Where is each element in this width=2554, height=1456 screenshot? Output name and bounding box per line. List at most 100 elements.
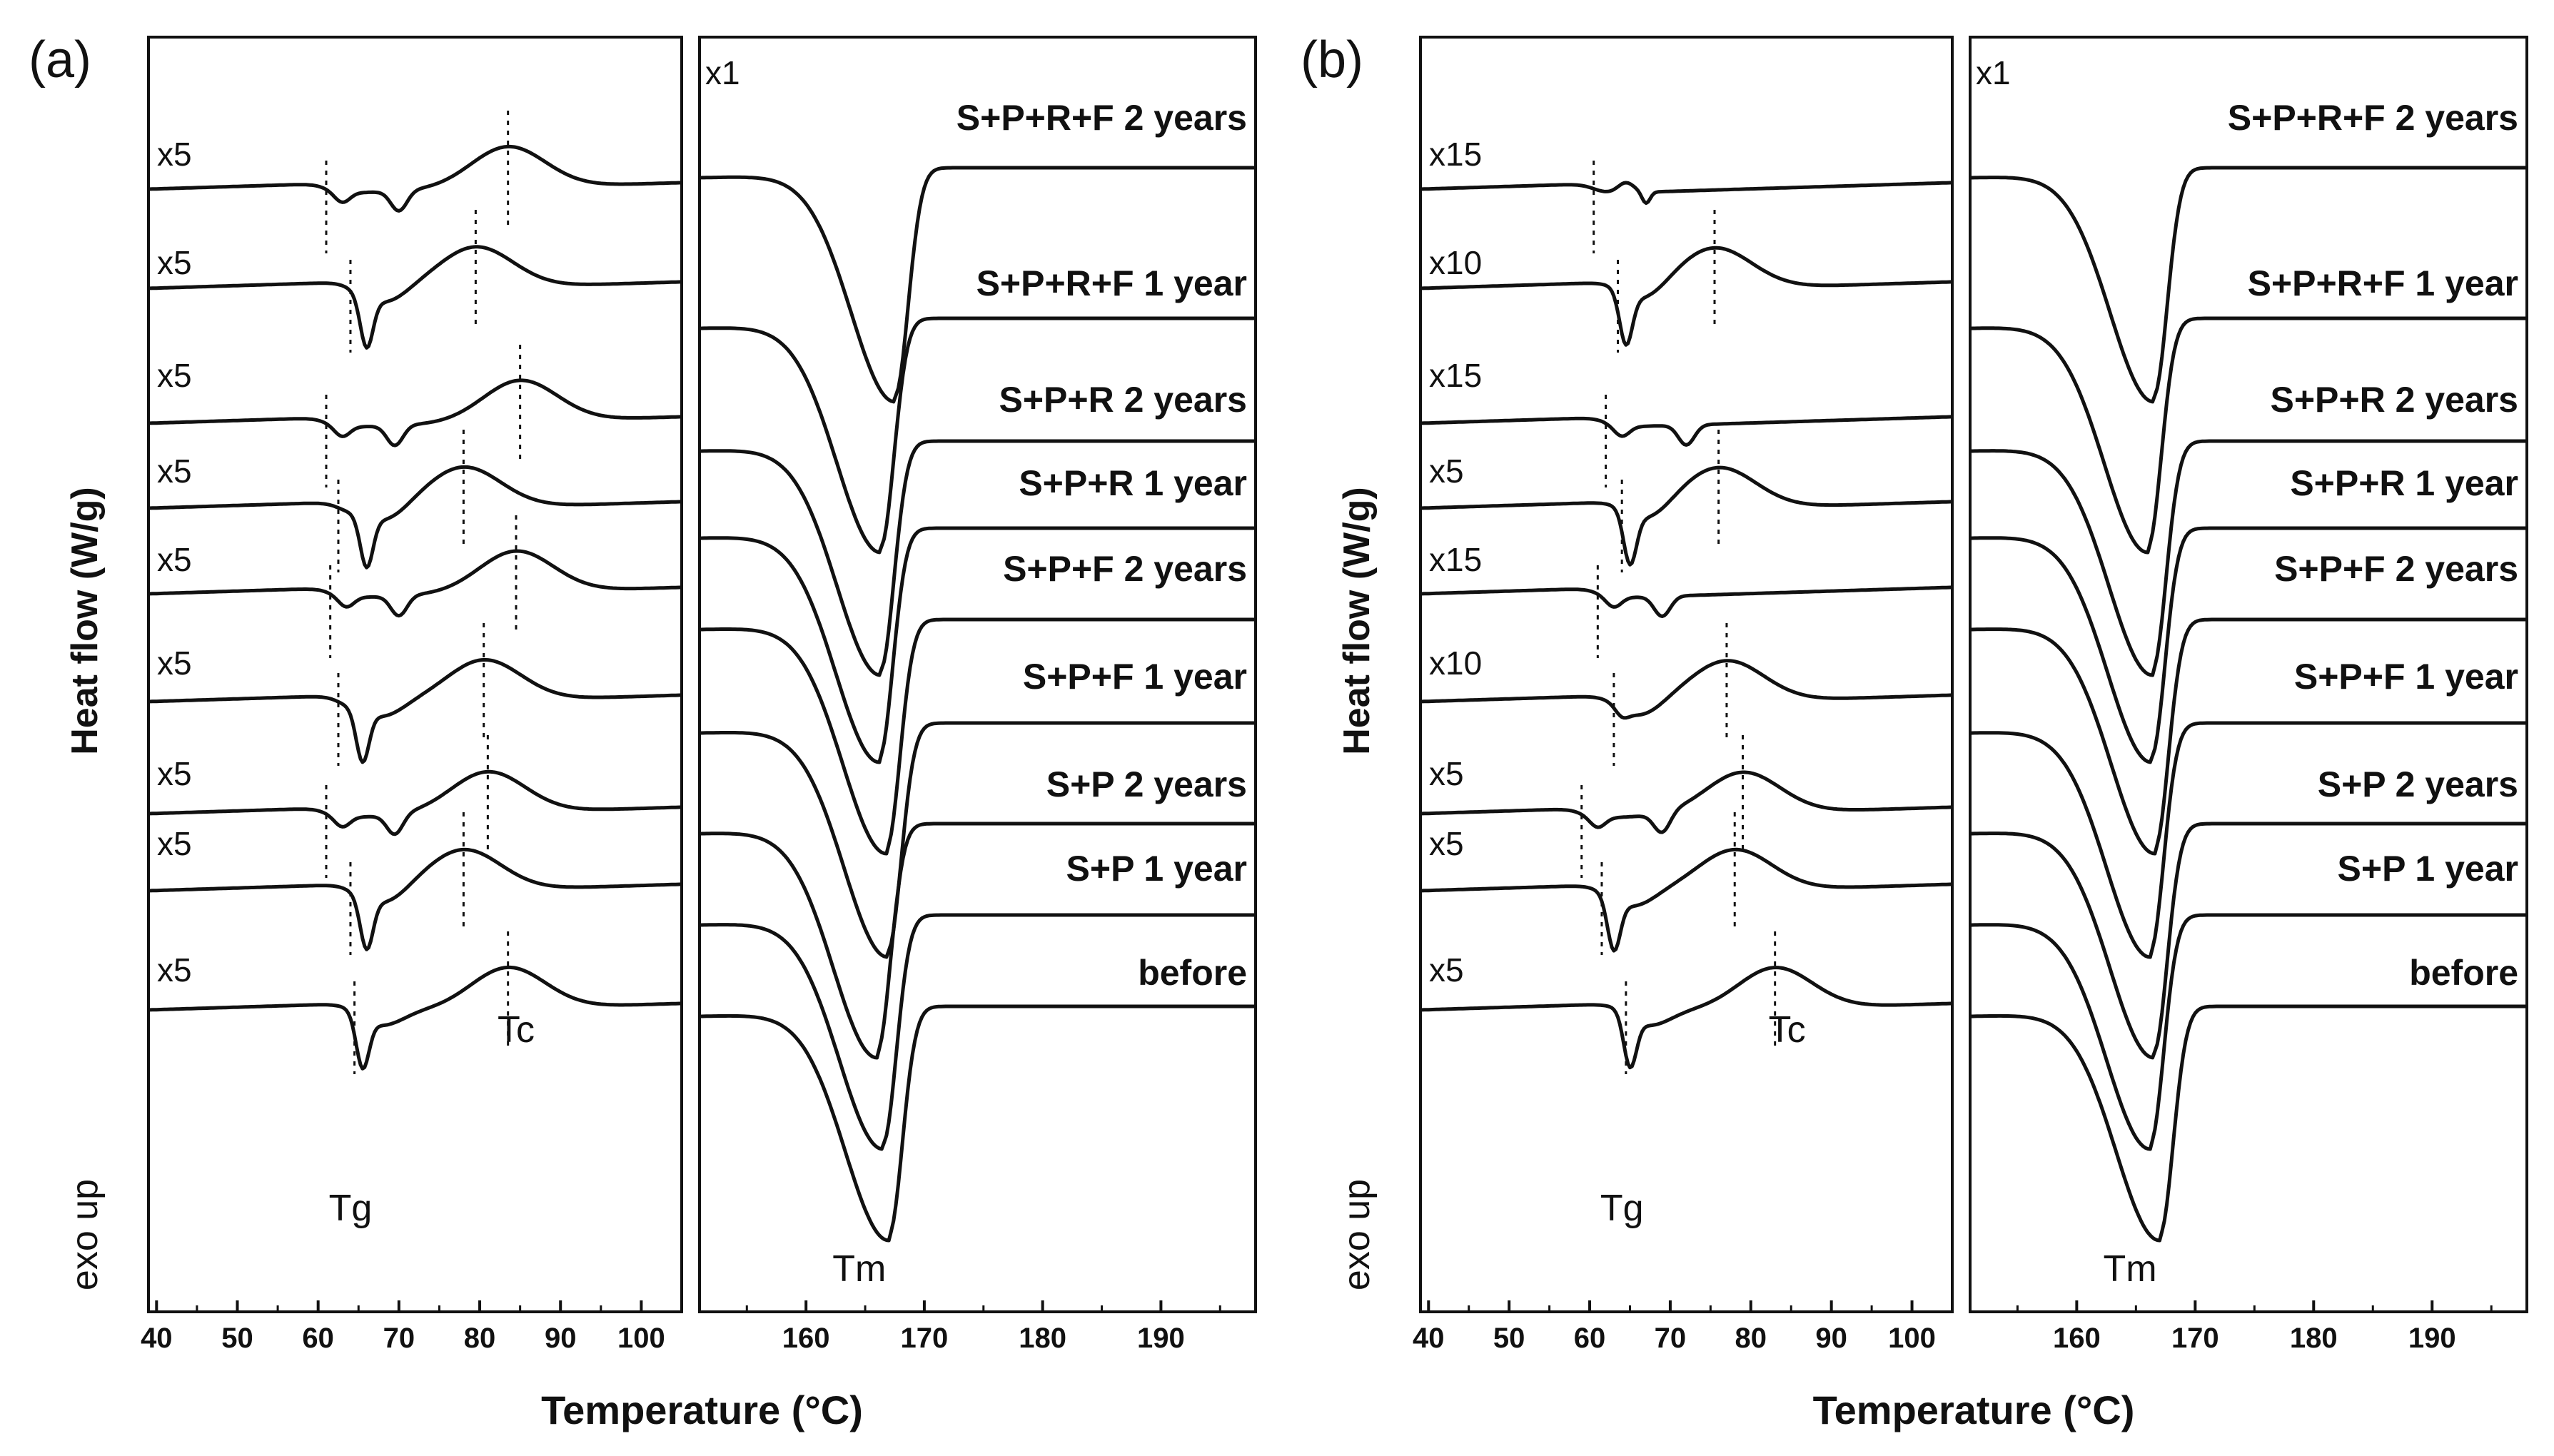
right-series-line <box>699 166 1256 404</box>
x-tick-label: 90 <box>545 1323 577 1354</box>
scale-label: x5 <box>157 541 192 578</box>
left-series-line <box>1420 181 1953 206</box>
scale-label: x5 <box>157 951 192 989</box>
x-tick-label: 50 <box>1493 1323 1525 1354</box>
right-series-line <box>1970 617 2527 856</box>
right-series-line <box>700 617 1256 856</box>
left-plot-frame <box>147 36 683 1313</box>
scale-label: x5 <box>1429 755 1464 792</box>
series-name-label: S+P+R+F 1 year <box>976 263 1247 303</box>
left-series-line <box>148 847 682 951</box>
right-series-line <box>699 526 1256 764</box>
panel-label: (a) <box>29 31 91 89</box>
left-series-line <box>1420 770 1953 834</box>
left-plot: 40 50 60 70 80 90 100 x15 x10 x15 x5 x15 x10 x5 x5 x5 Tg… <box>1413 36 1954 1354</box>
left-series-line <box>1420 246 1953 347</box>
series-name-label: S+P+F 1 year <box>2294 657 2518 697</box>
series-name-label: S+P 1 year <box>1066 849 1247 889</box>
right-series-line <box>1969 721 2527 959</box>
right-series-line <box>699 316 1256 555</box>
x-tick-label: 100 <box>617 1323 665 1354</box>
left-series-line <box>1420 847 1953 953</box>
right-series-line <box>1970 439 2527 677</box>
tm-annotation: Tm <box>832 1248 886 1290</box>
series-name-label: S+P 1 year <box>2338 849 2518 889</box>
panel-b: (b) Heat flow (W/g) exo up Temperature (°C)… <box>1301 31 2528 1432</box>
exo-up-label: exo up <box>64 1179 106 1290</box>
left-plot-frame <box>1419 36 1954 1313</box>
right-series-line <box>1970 1004 2527 1243</box>
x-tick-label: 80 <box>1735 1323 1767 1354</box>
y-axis-label: Heat flow (W/g) <box>64 487 106 755</box>
scale-label: x5 <box>157 755 192 792</box>
left-series-line <box>148 965 682 1071</box>
series-name-label: S+P+R 2 years <box>999 380 1248 420</box>
series-name-label: before <box>2409 953 2518 993</box>
right-series-line <box>1970 166 2527 404</box>
x-tick-label: 180 <box>2290 1323 2338 1354</box>
left-series-line <box>148 549 682 618</box>
right-series-line <box>700 721 1256 959</box>
x-tick-label: 60 <box>1574 1323 1606 1354</box>
tm-annotation: Tm <box>2103 1248 2156 1290</box>
x-tick-label: 160 <box>2053 1323 2101 1354</box>
scale-label: x5 <box>157 644 192 682</box>
series-name-label: S+P 2 years <box>1046 764 1247 804</box>
left-series-line <box>148 658 682 764</box>
series-name-label: before <box>1138 953 1247 993</box>
series-name-label: S+P+R 1 year <box>1019 463 1247 503</box>
right-series-line <box>1969 526 2527 764</box>
scale-label: x1 <box>1976 54 2011 91</box>
scale-label: x5 <box>1429 951 1464 989</box>
left-plot: 40 50 60 70 80 90 100 x5 x5 x5 x5 x5 x5 x5 x5 x5 Tg Tc <box>141 36 683 1354</box>
tg-annotation: Tg <box>329 1188 373 1229</box>
right-series-line <box>1969 316 2527 555</box>
x-tick-label: 190 <box>2408 1323 2456 1354</box>
tg-annotation: Tg <box>1600 1188 1644 1229</box>
panel-a: (a) Heat flow (W/g) exo up Temperature (°C)… <box>29 31 1257 1432</box>
scale-label: x15 <box>1429 541 1482 578</box>
left-series-line <box>1420 415 1953 447</box>
left-series-line <box>1420 465 1953 567</box>
left-series-line <box>1420 585 1953 618</box>
right-series-line <box>1970 821 2527 1060</box>
x-tick-label: 170 <box>2171 1323 2219 1354</box>
x-tick-label: 70 <box>1655 1323 1687 1354</box>
series-name-label: S+P+F 2 years <box>2274 549 2518 589</box>
series-name-label: S+P+F 2 years <box>1003 549 1247 589</box>
right-plot: x1 160 170 180 190 S+P+R+F 2 years S+P+R+F 1 y… <box>1969 36 2528 1354</box>
scale-label: x15 <box>1429 357 1482 394</box>
series-name-label: S+P+R+F 1 year <box>2248 263 2518 303</box>
left-series-line <box>148 465 682 570</box>
scale-label: x5 <box>157 244 192 281</box>
x-tick-label: 170 <box>901 1323 949 1354</box>
right-series-line <box>1969 913 2527 1151</box>
series-name-label: S+P+R+F 2 years <box>2228 98 2518 138</box>
x-tick-label: 160 <box>782 1323 830 1354</box>
right-series-line <box>699 439 1256 677</box>
panel-label: (b) <box>1301 31 1363 89</box>
left-series-line <box>148 378 682 448</box>
series-name-label: S+P 2 years <box>2318 764 2518 804</box>
exo-up-label: exo up <box>1336 1179 1378 1290</box>
right-series-line <box>699 821 1256 1060</box>
scale-label: x10 <box>1429 244 1482 281</box>
left-series-line <box>148 245 682 350</box>
series-name-label: S+P+R 2 years <box>2271 380 2519 420</box>
series-name-label: S+P+R 1 year <box>2290 463 2518 503</box>
tc-annotation: Tc <box>1769 1009 1806 1051</box>
x-tick-label: 100 <box>1888 1323 1936 1354</box>
series-name-label: S+P+R+F 2 years <box>957 98 1247 138</box>
x-axis-label: Temperature (°C) <box>1813 1387 2135 1432</box>
scale-label: x15 <box>1429 136 1482 173</box>
scale-label: x5 <box>157 357 192 394</box>
x-tick-label: 80 <box>464 1323 496 1354</box>
tc-annotation: Tc <box>498 1009 535 1051</box>
left-series-line <box>1420 966 1953 1070</box>
right-plot: x1 160 170 180 190 S+P+R+F 2 years S+P+R+F 1 y… <box>698 36 1257 1354</box>
x-tick-label: 90 <box>1815 1323 1847 1354</box>
left-series-line <box>148 769 682 836</box>
x-axis-label: Temperature (°C) <box>541 1387 863 1432</box>
x-tick-label: 40 <box>1413 1323 1445 1354</box>
